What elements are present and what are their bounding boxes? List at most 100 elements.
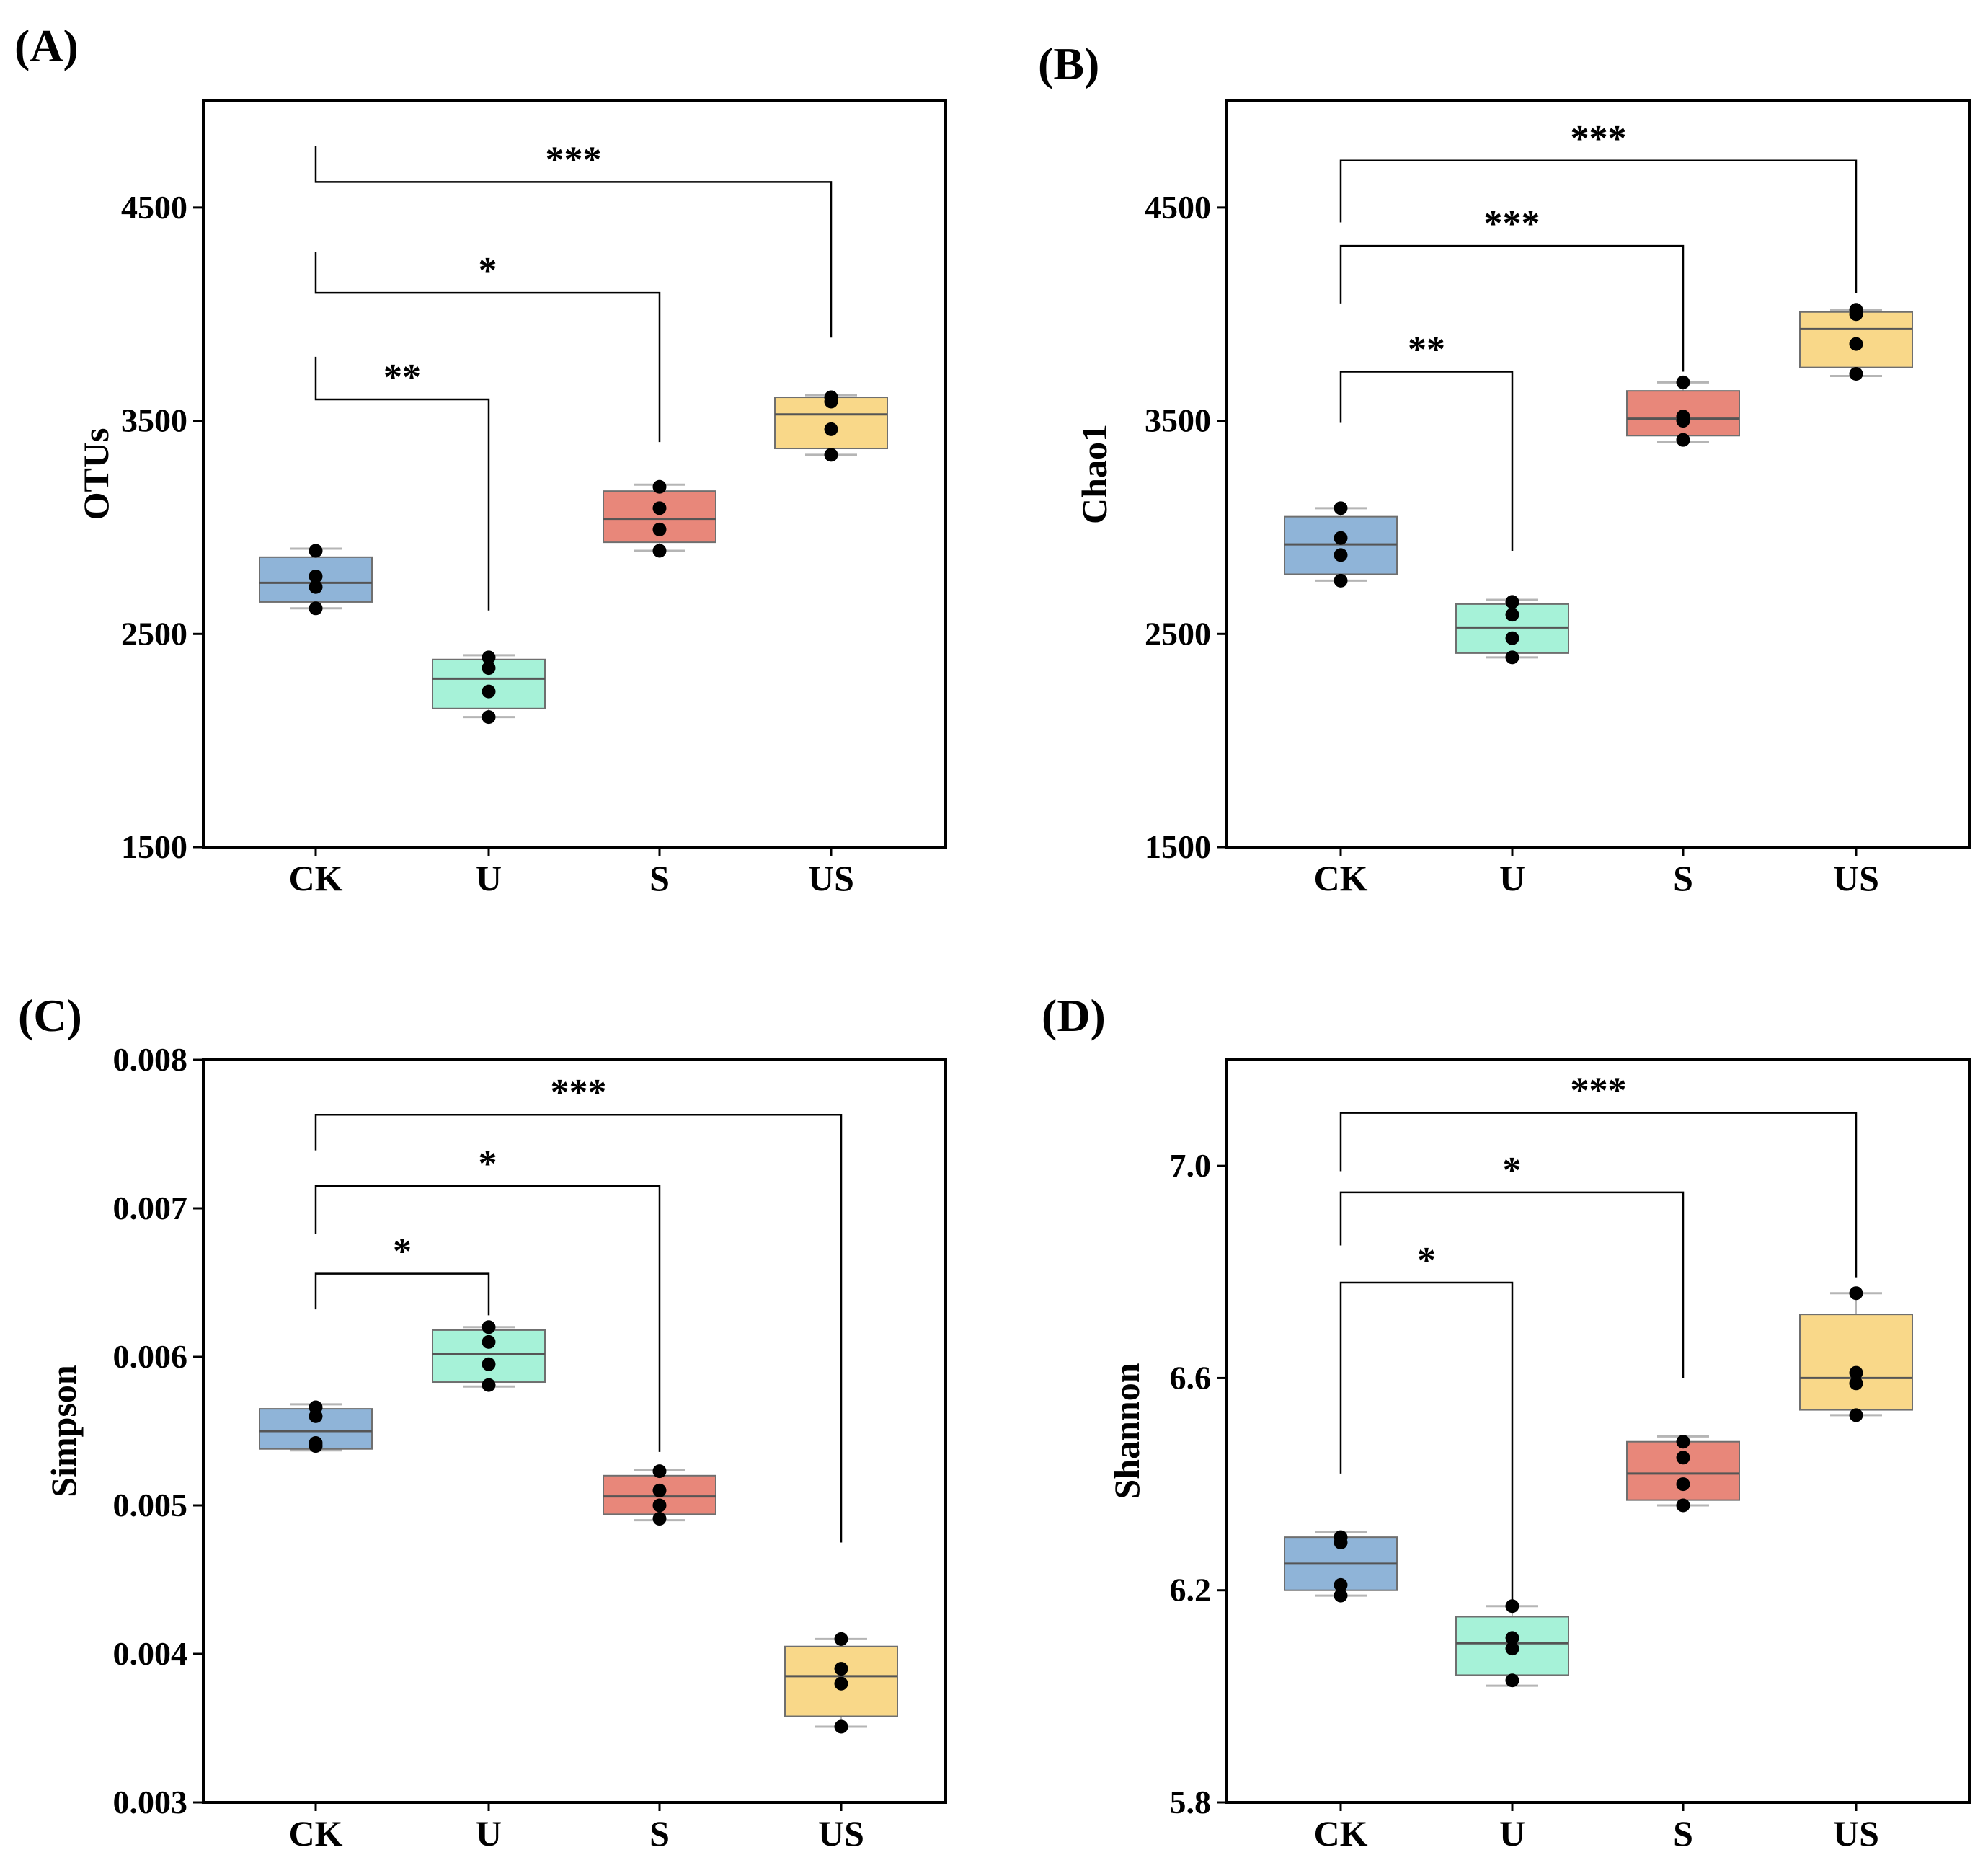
chart-4-box-rect [1799,1314,1913,1411]
chart-3-box-us [784,1632,898,1734]
chart-1-panel-label: (A) [14,20,79,71]
chart-2-x-tick-label: S [1673,858,1693,898]
chart-2-bracket-3: *** [1339,118,1858,293]
chart-1-data-point [824,448,838,462]
chart-2-data-point [1676,375,1690,389]
chart-2-bracket-line [1339,371,1514,551]
chart-2-box-s [1626,375,1740,447]
chart-4-significance-label: * [1503,1150,1522,1191]
chart-2-plot-frame [1225,99,1971,849]
chart-3-data-point [309,1435,323,1450]
chart-4-bracket-line [1339,1191,1685,1378]
chart-3-bracket-line [314,1113,843,1543]
chart-3-bracket-2: * [314,1143,661,1452]
chart-2-data-point [1334,548,1348,562]
chart-3-data-point [309,1400,323,1415]
chart-4-bracket-line [1339,1112,1858,1278]
chart-1-box-u [432,650,546,725]
chart-2-box-ck [1284,501,1398,588]
chart-2-y-tick-label: 1500 [1145,828,1211,865]
chart-3-y-tick-label: 0.008 [113,1041,188,1078]
chart-3-y-tick-label: 0.006 [113,1338,188,1375]
chart-3-bracket-line [314,1185,661,1452]
chart-4-data-point [1505,1642,1519,1656]
chart-2-significance-label: *** [1484,203,1540,244]
chart-3-y-axis-title: Simpson [43,1365,84,1497]
chart-1-bracket-1: ** [314,356,490,611]
chart-4-box-us [1799,1286,1913,1422]
chart-3-significance-label: *** [551,1072,607,1113]
chart-1-box-s [603,479,716,558]
chart-4-x-tick-label: U [1499,1813,1525,1854]
chart-3-x-tick-label: CK [289,1813,343,1854]
chart-2-data-point [1334,501,1348,515]
chart-1-y-tick-label: 2500 [121,615,187,652]
chart-3-data-point [834,1676,848,1691]
chart-1-bracket-line [314,146,833,338]
chart-2-data-point [1849,337,1863,351]
chart-1-data-point [652,522,667,536]
chart-1-box-rect [603,490,716,544]
chart-3-x-tick-label: U [476,1813,502,1854]
chart-1-plot-frame [202,99,947,849]
chart-3-y-tick-label: 0.005 [113,1487,188,1523]
chart-4-y-axis-title: Shannon [1106,1363,1147,1499]
chart-2-bracket-2: *** [1339,203,1685,372]
chart-1-bracket-line [314,356,490,611]
chart-4-y-tick-label: 7.0 [1170,1147,1212,1184]
chart-2-bracket-1: ** [1339,329,1514,551]
chart-4-data-point [1676,1435,1690,1449]
chart-1-significance-label: ** [383,357,421,398]
chart-2-panel-label: (B) [1038,38,1099,89]
chart-4-data-point [1334,1577,1348,1592]
chart-4-data-point [1849,1286,1863,1301]
chart-2-bracket-line [1339,244,1685,372]
chart-1-data-point [309,569,323,583]
chart-4-data-point [1334,1530,1348,1544]
chart-4-x-tick-label: US [1833,1813,1879,1854]
chart-3-plot-frame [202,1058,947,1804]
chart-1-x-tick-label: CK [289,858,343,898]
chart-2-y-tick-label: 3500 [1145,402,1211,439]
chart-2-data-point [1849,367,1863,381]
chart-3-data-point [482,1357,496,1371]
chart-2-x-tick-label: U [1499,858,1525,898]
chart-1-data-point [309,601,323,616]
chart-4-data-point [1676,1498,1690,1513]
chart-3-data-point [834,1719,848,1734]
chart-1-y-tick-label: 4500 [121,189,187,226]
chart-1-data-point [824,422,838,436]
chart-3-y-tick-label: 0.004 [113,1635,188,1672]
chart-2-x-tick-label: CK [1314,858,1368,898]
chart-2-data-point [1676,410,1690,424]
chart-3-panel: (C) 0.003 0.004 0.005 0.006 0.007 0.008 Simpson… [18,990,947,1854]
chart-4-plot-frame [1225,1058,1971,1804]
chart-4-data-point [1676,1477,1690,1492]
chart-3-box-ck [259,1400,373,1453]
chart-4-y-tick-label: 6.6 [1170,1359,1212,1396]
chart-1-box-us [774,390,888,462]
chart-3-bracket-3: *** [314,1072,843,1543]
chart-1-box-ck [259,544,373,616]
chart-4-x-tick-label: CK [1314,1813,1368,1854]
chart-1-y-tick-label: 3500 [121,402,187,439]
chart-1-data-point [309,580,323,594]
chart-4-box-u [1455,1599,1569,1688]
chart-2-box-us [1799,303,1913,381]
chart-3-bracket-1: * [314,1231,490,1316]
chart-4-data-point [1676,1451,1690,1465]
chart-3-data-point [482,1320,496,1334]
chart-1-data-point [652,501,667,515]
chart-1-bracket-3: *** [314,139,833,338]
chart-2-data-point [1505,650,1519,665]
chart-4-bracket-1: * [1339,1240,1514,1601]
chart-2-data-point [1676,433,1690,447]
chart-2-data-point [1334,531,1348,545]
chart-4-data-point [1849,1376,1863,1391]
chart-3-box-u [432,1320,546,1392]
chart-2-x-tick-label: US [1833,858,1879,898]
chart-4-data-point [1849,1408,1863,1422]
chart-3-data-point [652,1464,667,1479]
